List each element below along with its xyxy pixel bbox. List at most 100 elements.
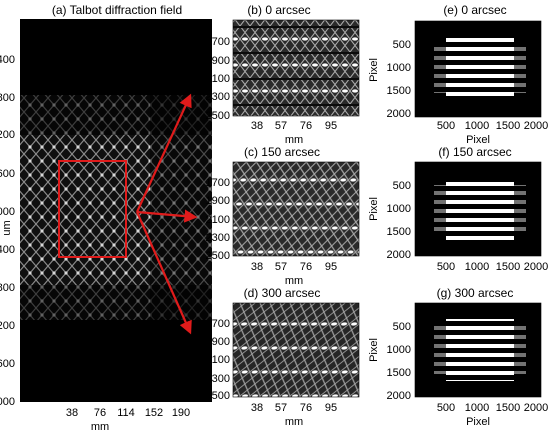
y-tick: 1000 <box>387 344 411 356</box>
x-tick: 38 <box>251 120 263 132</box>
x-tick: 500 <box>437 402 455 414</box>
panel-e-title: (e) 0 arcsec <box>443 3 506 17</box>
panel-d-title: (d) 300 arcsec <box>244 286 321 300</box>
y-tick: 3600 <box>0 358 15 370</box>
panel-a-title: (a) Talbot diffraction field <box>52 3 182 17</box>
y-tick: 2500 <box>206 250 230 262</box>
y-tick: 1700 <box>206 36 230 48</box>
x-tick: 76 <box>300 402 312 414</box>
y-tick: 400 <box>0 54 15 66</box>
y-tick: 1900 <box>206 195 230 207</box>
y-tick: 2800 <box>0 282 15 294</box>
panel-f-title: (f) 150 arcsec <box>438 145 511 159</box>
x-tick: 38 <box>66 407 78 419</box>
y-tick: 1500 <box>387 226 411 238</box>
panel-d-image <box>233 303 359 397</box>
x-tick: 2000 <box>524 402 548 414</box>
panel-e-image <box>434 37 526 100</box>
y-tick: 2000 <box>387 108 411 120</box>
panel-f-ylabel: Pixel <box>368 197 380 221</box>
y-tick: 1000 <box>387 203 411 215</box>
x-tick: 152 <box>145 407 163 419</box>
y-tick: 2000 <box>387 249 411 261</box>
y-tick: 500 <box>393 321 411 333</box>
panel-g-ylabel: Pixel <box>368 338 380 362</box>
panel-g: (g) 300 arcsec 500 1000 1500 2000 500 10… <box>368 286 548 428</box>
panel-b-title: (b) 0 arcsec <box>247 3 310 17</box>
panel-b: (b) 0 arcsec 1700 1900 2100 2300 2500 38… <box>191 3 360 146</box>
x-tick: 1500 <box>496 402 520 414</box>
y-tick: 2100 <box>206 354 230 366</box>
y-tick: 1000 <box>387 62 411 74</box>
y-tick: 1500 <box>387 85 411 97</box>
x-tick: 57 <box>275 402 287 414</box>
y-tick: 1500 <box>387 367 411 379</box>
y-tick: 2300 <box>206 232 230 244</box>
panel-g-image <box>434 319 526 381</box>
x-tick: 1500 <box>496 120 520 132</box>
panel-d-xlabel: mm <box>285 416 303 428</box>
panel-a-yticks: 400 800 1200 1600 2000 2400 2800 3200 36… <box>0 54 15 408</box>
panel-d: (d) 300 arcsec 1700 1900 2100 2300 2500 … <box>191 286 360 428</box>
y-tick: 2500 <box>206 390 230 402</box>
highlight-box <box>58 160 127 258</box>
panel-a-ylabel: um <box>1 220 13 235</box>
panel-g-xlabel: Pixel <box>466 416 490 428</box>
x-tick: 57 <box>275 120 287 132</box>
y-tick: 1700 <box>206 177 230 189</box>
y-tick: 2300 <box>206 373 230 385</box>
x-tick: 76 <box>94 407 106 419</box>
panel-f: (f) 150 arcsec 500 1000 1500 2000 500 10… <box>368 145 548 273</box>
panel-c-image <box>233 162 359 256</box>
y-tick: 2500 <box>206 110 230 122</box>
x-tick: 95 <box>325 402 337 414</box>
panel-a: (a) Talbot diffraction field 400 800 120… <box>0 3 212 433</box>
x-tick: 76 <box>300 120 312 132</box>
arrow-to-b <box>135 93 192 213</box>
panel-a-xlabel: mm <box>91 421 109 433</box>
panel-d-ylabel: um <box>191 344 203 359</box>
y-tick: 1600 <box>0 168 15 180</box>
arrow-to-d <box>135 211 192 335</box>
y-tick: 2300 <box>206 91 230 103</box>
y-tick: 2100 <box>206 73 230 85</box>
panel-e-ylabel: Pixel <box>368 58 380 82</box>
y-tick: 2100 <box>206 214 230 226</box>
x-tick: 1000 <box>465 261 489 273</box>
panel-b-ylabel: um <box>191 60 203 75</box>
zoom-arrows <box>135 93 198 335</box>
x-tick: 95 <box>325 120 337 132</box>
y-tick: 500 <box>393 180 411 192</box>
panel-e-xlabel: Pixel <box>466 134 490 146</box>
x-tick: 76 <box>300 261 312 273</box>
y-tick: 2400 <box>0 244 15 256</box>
y-tick: 500 <box>393 39 411 51</box>
y-tick: 4000 <box>0 396 15 408</box>
x-tick: 1000 <box>465 402 489 414</box>
arrow-to-c <box>136 209 198 223</box>
y-tick: 800 <box>0 92 15 104</box>
x-tick: 57 <box>275 261 287 273</box>
y-tick: 2000 <box>0 206 15 218</box>
panel-e: (e) 0 arcsec 500 1000 1500 2000 500 1000… <box>368 3 548 146</box>
x-tick: 1000 <box>465 120 489 132</box>
x-tick: 114 <box>117 407 135 419</box>
x-tick: 190 <box>172 407 190 419</box>
panel-c-xlabel: mm <box>285 275 303 287</box>
x-tick: 38 <box>251 261 263 273</box>
panel-c-title: (c) 150 arcsec <box>244 145 320 159</box>
y-tick: 1200 <box>0 129 15 141</box>
panel-g-title: (g) 300 arcsec <box>437 286 514 300</box>
y-tick: 2000 <box>387 390 411 402</box>
x-tick: 500 <box>437 261 455 273</box>
x-tick: 2000 <box>524 120 548 132</box>
panel-c: (c) 150 arcsec 1700 1900 2100 2300 2500 … <box>206 145 360 287</box>
panel-b-image <box>233 20 359 116</box>
x-tick: 95 <box>325 261 337 273</box>
y-tick: 1900 <box>206 336 230 348</box>
x-tick: 1500 <box>496 261 520 273</box>
y-tick: 1700 <box>206 318 230 330</box>
y-tick: 3200 <box>0 320 15 332</box>
x-tick: 38 <box>251 402 263 414</box>
panel-b-xlabel: mm <box>285 134 303 146</box>
